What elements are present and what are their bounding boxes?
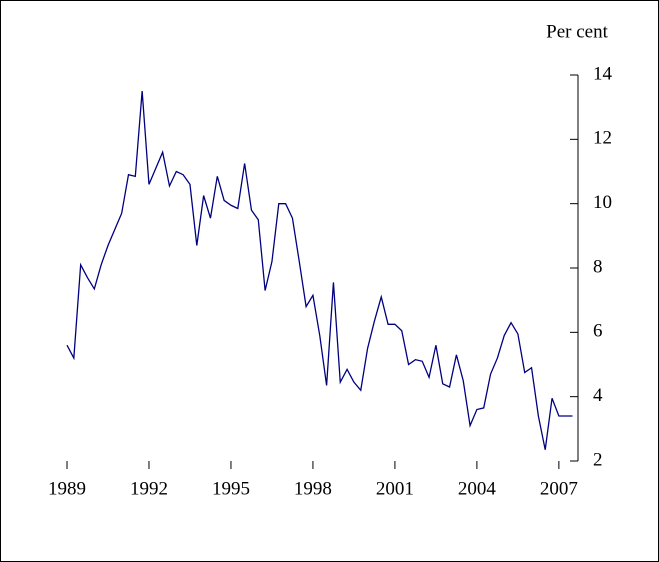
x-tick-label: 2001 <box>376 478 414 499</box>
y-tick-label: 4 <box>593 385 603 406</box>
x-tick-label: 2004 <box>458 478 497 499</box>
x-tick-label: 2007 <box>540 478 578 499</box>
x-tick-label: 1995 <box>212 478 250 499</box>
y-tick-label: 12 <box>593 128 612 149</box>
y-axis-label: Per cent <box>546 21 608 42</box>
line-series <box>66 91 573 450</box>
x-tick-label: 1989 <box>48 478 86 499</box>
y-tick-label: 8 <box>593 256 603 277</box>
y-tick-label: 10 <box>593 192 612 213</box>
y-tick-label: 2 <box>593 449 603 470</box>
y-tick-label: 14 <box>593 63 613 84</box>
y-tick-label: 6 <box>593 321 603 342</box>
x-tick-label: 1992 <box>130 478 168 499</box>
x-tick-label: 1998 <box>294 478 332 499</box>
